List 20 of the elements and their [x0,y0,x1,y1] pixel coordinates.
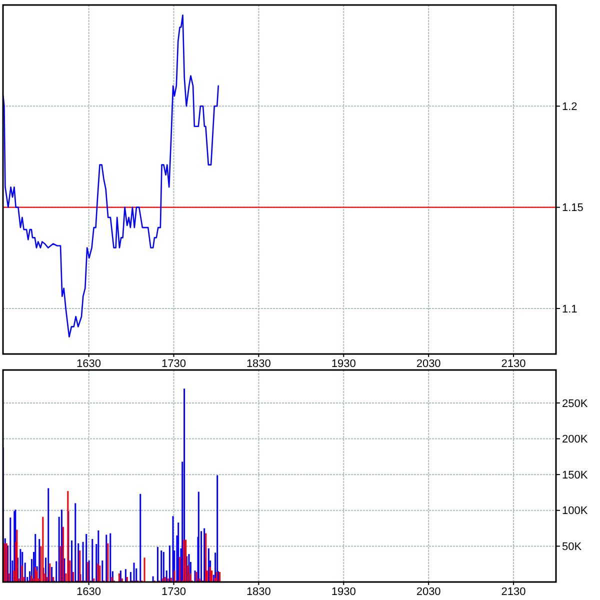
x-tick-label: 1930 [331,358,356,370]
x-tick-label: 1630 [76,358,102,370]
x-tick-label: 1830 [246,358,271,370]
y-tick-label: 1.1 [562,303,578,316]
y-tick-label: 150K [562,469,588,482]
y-tick-label: 100K [562,505,588,518]
x-tick-label: 2130 [501,586,526,598]
x-tick-label: 1930 [331,586,356,598]
x-tick-label: 1730 [162,586,186,598]
x-tick-label: 2130 [501,358,526,370]
y-tick-label: 1.2 [562,101,578,114]
x-tick-label: 1730 [162,358,186,370]
x-tick-label: 2030 [416,358,441,370]
x-tick-label: 1630 [76,586,102,598]
y-tick-label: 250K [562,398,588,410]
y-tick-label: 50K [562,541,582,554]
y-tick-label: 1.15 [562,202,584,214]
x-tick-label: 2030 [416,586,441,598]
y-tick-label: 200K [562,434,588,446]
x-tick-label: 1830 [246,586,271,598]
